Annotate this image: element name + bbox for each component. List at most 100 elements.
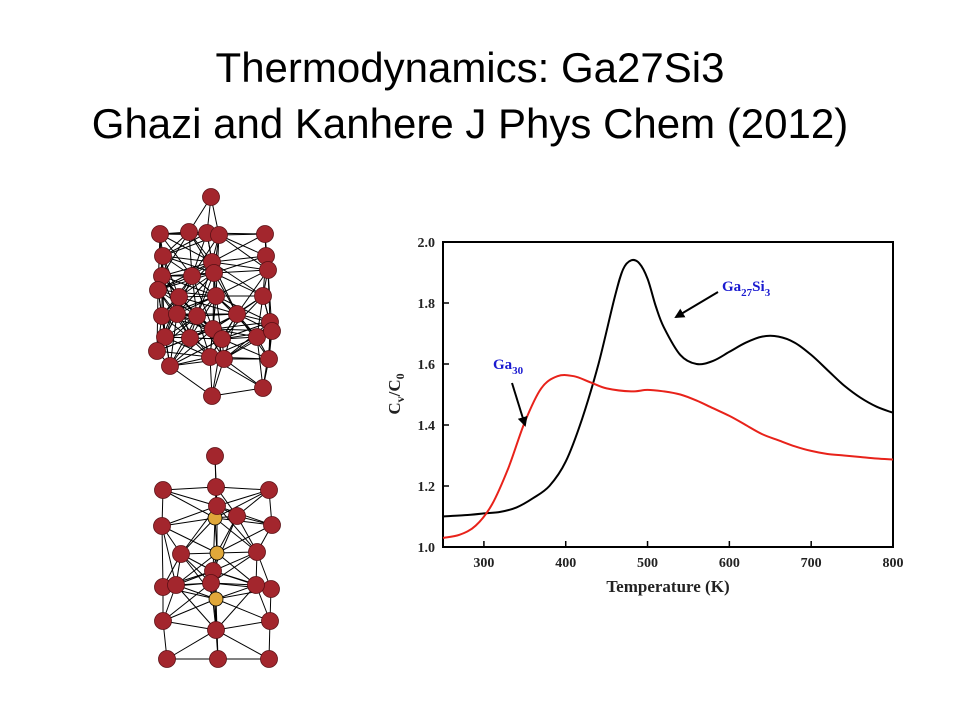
bond (215, 269, 269, 297)
bond (178, 296, 238, 315)
series-lines (442, 258, 894, 539)
x-tick-label: 700 (801, 556, 822, 571)
bond (214, 517, 258, 553)
slide-title-line-2: Ghazi and Kanhere J Phys Chem (2012) (91, 100, 849, 147)
y-axis-label: Cv/C0 (385, 373, 407, 414)
ga-atom (260, 650, 278, 668)
y-tick-label: 1.6 (418, 358, 436, 373)
y-tick-label: 2.0 (418, 236, 436, 251)
ga-atom (210, 226, 228, 244)
bond (162, 255, 215, 274)
ga-atom (254, 379, 272, 397)
ga-atom (205, 264, 223, 282)
ga-atom (248, 543, 266, 561)
y-tick-label: 1.8 (418, 297, 436, 312)
plot-frame (442, 241, 894, 548)
ga-atom (156, 328, 174, 346)
y-tick-label: 1.0 (418, 541, 436, 556)
ga-atom (149, 281, 167, 299)
bond (161, 275, 217, 297)
bond (211, 338, 223, 397)
ga-atom (158, 650, 176, 668)
ga-atom (202, 188, 220, 206)
ga-atom (263, 322, 281, 340)
heat-capacity-chart: 300 400 500 600 700 800 1.0 1.2 1.4 1.6 1.8 2.0 Tem… (385, 236, 904, 596)
ga-atom (168, 305, 186, 323)
ga-atom (154, 612, 172, 630)
ga-atom (228, 507, 246, 525)
bond (162, 620, 217, 631)
ga-atom (181, 329, 199, 347)
bond (162, 598, 217, 622)
ga-atom (260, 481, 278, 499)
ga27si3-cluster-structure (153, 447, 281, 668)
ga-atom (208, 497, 226, 515)
bond (166, 629, 217, 660)
ga-atom (256, 225, 274, 243)
bond (175, 584, 217, 631)
ga-atom (259, 261, 277, 279)
ga-atom (148, 342, 166, 360)
bond (211, 233, 266, 263)
cluster-structures (148, 188, 281, 668)
ga-atom (202, 574, 220, 592)
ga-atom (260, 350, 278, 368)
x-tick-label: 500 (637, 556, 658, 571)
bond (161, 525, 218, 554)
bond (161, 505, 218, 527)
bond (215, 598, 271, 622)
ga30-annotation: Ga30 (493, 357, 524, 377)
ga-atom (209, 650, 227, 668)
ga-atom (183, 267, 201, 285)
y-tick-label: 1.2 (418, 480, 436, 495)
bond (162, 582, 212, 622)
bond (218, 234, 269, 271)
series-line-ga30 (442, 374, 894, 539)
ga-atom (153, 307, 171, 325)
series-line-ga27si3 (442, 258, 894, 518)
svg-text:Cv/C0: Cv/C0 (385, 373, 407, 414)
bond (162, 489, 218, 507)
axis-ticks: 300 400 500 600 700 800 1.0 1.2 1.4 1.6 1.8 2.0 (418, 236, 904, 571)
si-atom (209, 545, 225, 561)
y-axis-label-sub1: v (393, 396, 407, 402)
annotations: Ga30 Ga27Si3 (493, 279, 771, 427)
x-tick-label: 600 (719, 556, 740, 571)
ga-atom (254, 287, 272, 305)
ga27si3-annotation: Ga27Si3 (722, 279, 771, 299)
slide-title-line-1: Thermodynamics: Ga27Si3 (215, 44, 725, 91)
bond (213, 255, 267, 274)
ga-atom (263, 516, 281, 534)
x-tick-label: 400 (555, 556, 576, 571)
bond (216, 505, 258, 553)
bond (215, 620, 271, 631)
ga-atom (207, 287, 225, 305)
ga-atom (247, 576, 265, 594)
bond (161, 517, 216, 527)
bond (211, 261, 269, 271)
bond (212, 321, 271, 330)
bond (159, 233, 213, 263)
bond (169, 328, 214, 367)
ga-atom (213, 330, 231, 348)
ga-atom (207, 621, 225, 639)
bond (236, 269, 269, 315)
ga-atom (203, 387, 221, 405)
ga-atom (161, 357, 179, 375)
bond (223, 321, 271, 360)
ga-atom (248, 328, 266, 346)
bond (157, 289, 217, 297)
ga-atom (262, 580, 280, 598)
x-tick-label: 800 (883, 556, 904, 571)
ga-atom (188, 307, 206, 325)
ga-atom (170, 288, 188, 306)
ga-atom (228, 305, 246, 323)
ga30-cluster-structure (148, 188, 281, 405)
bond (161, 525, 164, 588)
x-axis-label: Temperature (K) (606, 577, 729, 596)
y-axis-label-main: C (385, 402, 404, 414)
ga-atom (172, 545, 190, 563)
ga27si3-arrow (674, 291, 719, 319)
bond (216, 524, 273, 554)
